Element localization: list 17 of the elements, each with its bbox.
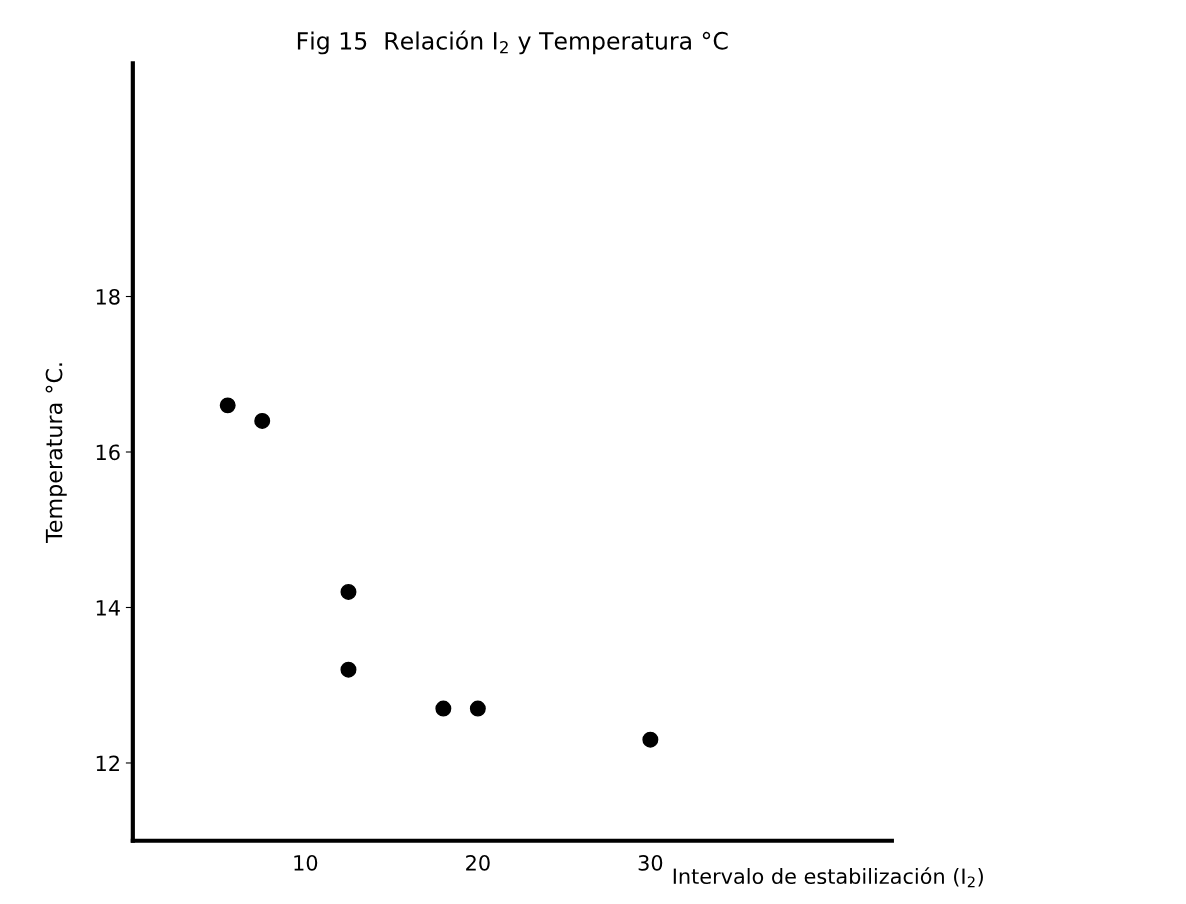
- x-axis-title: Intervalo de estabilización (I$_{2}$): [673, 867, 983, 888]
- y-tick-label: 12: [96, 755, 119, 771]
- point: [340, 583, 357, 600]
- point: [340, 661, 357, 678]
- point: [254, 412, 271, 429]
- y-tick-label: 16: [96, 444, 120, 461]
- point: [469, 700, 486, 717]
- x-tick-label: 20: [466, 854, 490, 871]
- x-tick-label: 10: [294, 854, 318, 871]
- point: [435, 700, 452, 717]
- point: [642, 731, 659, 748]
- point: [219, 397, 236, 414]
- y-axis-title: Temperatura °C.: [45, 363, 67, 544]
- y-tick-label: 14: [96, 600, 120, 616]
- chart-title: Fig 15 Relación I$_{2}$ y Temperatura °C: [297, 30, 728, 55]
- y-tick-label: 18: [96, 288, 120, 305]
- x-tick-label: 30: [638, 854, 663, 871]
